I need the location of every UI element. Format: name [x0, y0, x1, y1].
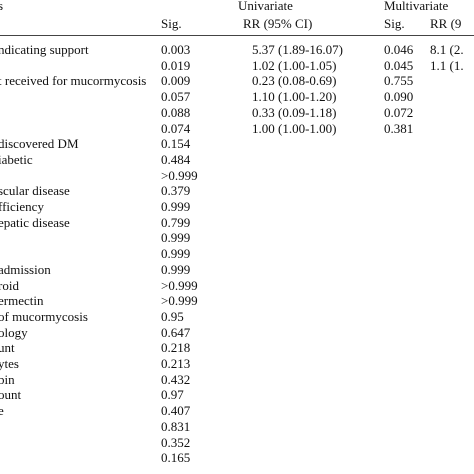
univariate-sig: 0.407	[161, 403, 191, 419]
univariate-sig: 0.003	[161, 42, 191, 57]
univariate-sig: 0.352	[161, 434, 191, 450]
univariate-sig: 0.432	[161, 371, 191, 387]
multivariate-sig: 0.046	[384, 42, 414, 57]
univariate-sig: 0.999	[161, 199, 191, 214]
header-sig: Sig.	[161, 16, 182, 31]
header-variables: s	[0, 0, 4, 13]
header-rule	[0, 35, 474, 36]
row-label: e	[0, 403, 4, 419]
univariate-sig: 0.057	[161, 89, 191, 105]
univariate-rr: 1.00 (1.00-1.00)	[252, 120, 337, 136]
row-label: ermectin	[0, 293, 44, 309]
multivariate-sig: 0.072	[384, 104, 414, 120]
row-label: ology	[0, 324, 28, 340]
multivariate-sig: 0.755	[384, 73, 414, 89]
univariate-sig: 0.647	[161, 324, 191, 340]
header-rr: RR (9	[430, 16, 462, 31]
row-label: admission	[0, 261, 51, 277]
header-sig: Sig.	[384, 16, 405, 31]
univariate-sig: 0.999	[161, 230, 191, 246]
row-label: of mucormycosis	[0, 308, 88, 324]
univariate-sig: 0.799	[161, 214, 191, 230]
row-label: ytes	[0, 356, 19, 371]
multivariate-sig: 0.090	[384, 89, 414, 105]
row-label: ount	[0, 387, 22, 403]
header-univariate: Univariate	[238, 0, 293, 13]
row-label: t received for mucormycosis	[0, 73, 147, 89]
univariate-sig: 0.165	[161, 450, 191, 466]
univariate-sig: 0.95	[161, 308, 184, 324]
univariate-rr: 0.33 (0.09-1.18)	[252, 104, 337, 120]
univariate-sig: 0.999	[161, 246, 191, 262]
univariate-sig: >0.999	[161, 277, 198, 293]
univariate-rr: 1.02 (1.00-1.05)	[252, 57, 337, 73]
row-label: scular disease	[0, 183, 70, 199]
multivariate-sig: 0.045	[384, 57, 414, 73]
header-multivariate: Multivariate	[384, 0, 449, 13]
row-label: ndicating support	[0, 42, 89, 57]
multivariate-rr: 8.1 (2.	[430, 42, 464, 57]
row-label: discovered DM	[0, 136, 79, 152]
univariate-sig: 0.379	[161, 183, 191, 199]
row-label: iabetic	[0, 151, 33, 167]
univariate-sig: 0.999	[161, 261, 191, 277]
row-label: bin	[0, 371, 15, 387]
univariate-sig: 0.019	[161, 57, 191, 73]
univariate-sig: 0.074	[161, 120, 191, 136]
row-label: unt	[0, 340, 15, 356]
univariate-rr: 0.23 (0.08-0.69)	[252, 73, 337, 89]
univariate-sig: 0.484	[161, 151, 191, 167]
row-label: epatic disease	[0, 214, 70, 230]
univariate-rr: 5.37 (1.89-16.07)	[252, 42, 343, 57]
univariate-sig: 0.154	[161, 136, 191, 152]
univariate-sig: 0.218	[161, 340, 191, 356]
univariate-sig: 0.213	[161, 356, 191, 371]
univariate-sig: 0.088	[161, 104, 191, 120]
multivariate-rr: 1.1 (1.	[430, 57, 464, 73]
univariate-sig: 0.97	[161, 387, 184, 403]
row-label: roid	[0, 277, 19, 293]
univariate-sig: 0.831	[161, 418, 191, 434]
univariate-sig: >0.999	[161, 167, 198, 183]
univariate-sig: 0.009	[161, 73, 191, 89]
univariate-sig: >0.999	[161, 293, 198, 309]
row-label: fficiency	[0, 199, 44, 214]
header-rr: RR (95% CI)	[243, 16, 313, 31]
univariate-rr: 1.10 (1.00-1.20)	[252, 89, 337, 105]
multivariate-sig: 0.381	[384, 120, 414, 136]
